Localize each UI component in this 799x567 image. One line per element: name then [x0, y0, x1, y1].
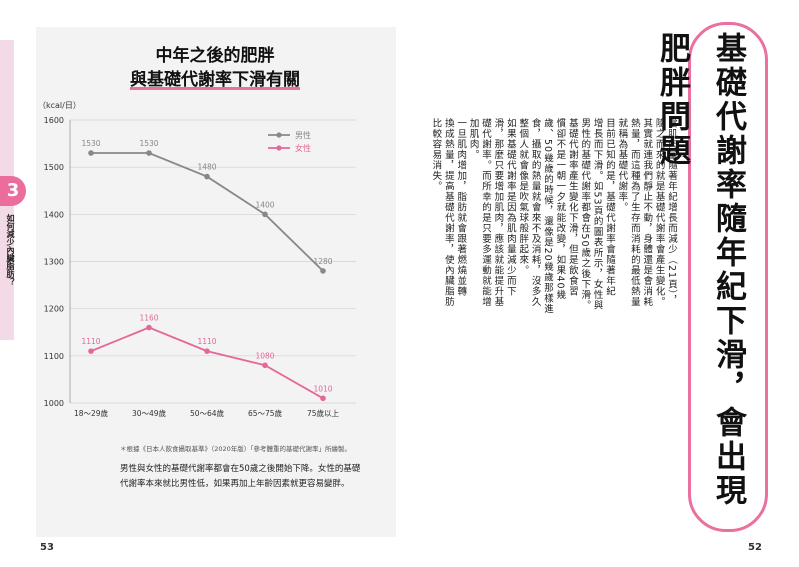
- body-text-column: 歲、50幾歲的時候，還像是20幾歲那樣進: [542, 118, 553, 315]
- y-axis-unit-label: （kcal/日）: [38, 101, 81, 110]
- body-text-column: 整個人就會像是吹氣球般胖起來。: [517, 118, 529, 276]
- data-label: 1010: [313, 384, 332, 393]
- page-number-left: 53: [40, 542, 54, 553]
- legend-label: 女性: [295, 143, 311, 153]
- chapter-number-tab[interactable]: 3: [0, 176, 26, 206]
- x-tick-label: 50～64歲: [190, 408, 225, 418]
- data-point: [88, 348, 94, 354]
- x-tick-label: 75歲以上: [307, 408, 340, 418]
- x-tick-label: 18～29歲: [74, 408, 109, 418]
- chart-panel: [36, 27, 396, 537]
- metabolism-line-chart: （kcal/日） 1000 1100 1200 1300 1400 1500 1600 18～2…: [38, 101, 356, 418]
- data-label: 1080: [255, 351, 274, 360]
- x-tick-label: 30～49歲: [132, 408, 167, 418]
- data-label: 1480: [197, 163, 216, 172]
- chart-caption: ＊根據《日本人飲食攝取基準》（2020年版）「參考體重的基礎代謝率」所繪製。: [120, 445, 352, 453]
- body-text-column: 滑，那麼只要增加肌肉，應該就能提升基: [492, 118, 504, 307]
- body-text-column: 其實就連我們靜止不動，身體還是會消耗: [641, 118, 653, 307]
- y-tick-label: 1100: [44, 352, 64, 361]
- y-tick-label: 1400: [44, 210, 64, 219]
- body-text-column: 慣卻不是一朝一夕就能改變，如果40幾: [554, 118, 566, 301]
- y-tick-label: 1600: [44, 116, 64, 125]
- data-point: [320, 395, 326, 402]
- y-tick-label: 1500: [44, 163, 64, 172]
- body-text-column: 當肌肉量隨著年紀增長而減少（21頁），: [666, 118, 677, 306]
- page-heading: 基礎代謝率隨年紀下滑，會出現肥胖問題: [654, 32, 746, 508]
- data-label: 1530: [139, 139, 158, 148]
- data-point: [88, 150, 94, 156]
- y-tick-label: 1200: [44, 305, 64, 314]
- data-label: 1160: [139, 314, 158, 323]
- body-text-column: 比較容易消失。: [430, 118, 442, 192]
- body-text-column: 目前已知的是，基礎代謝率會隨著年紀: [604, 118, 615, 297]
- data-point: [146, 150, 152, 156]
- body-text-column: 增長而下滑。如53頁的圖表所示，女性與: [591, 118, 603, 311]
- data-point: [262, 362, 268, 369]
- chart-title-line2: 與基礎代謝率下滑有關: [130, 70, 300, 90]
- heading-frame: [688, 22, 768, 532]
- page-number-right: 52: [748, 542, 762, 553]
- x-tick-label: 65～75歲: [248, 408, 283, 418]
- data-label: 1110: [197, 337, 216, 346]
- data-point: [262, 211, 268, 218]
- body-text-column: 食，攝取的熱量就會來不及消耗，沒多久: [529, 118, 541, 307]
- chapter-tab-label: 如何減少內臟脂肪？: [6, 214, 15, 286]
- body-text-column: 一旦肌肉增加，脂肪就會跟著燃燒並轉: [455, 118, 467, 297]
- chart-title-line1: 中年之後的肥胖: [155, 46, 275, 66]
- data-label: 1400: [255, 200, 274, 209]
- data-point: [320, 268, 326, 274]
- body-text-column: 加肌肉。: [467, 118, 479, 160]
- legend-swatch-dot: [276, 132, 282, 138]
- body-text-columns: 當肌肉量隨著年紀增長而減少（21頁）， 隨之而來的就是基礎代謝率會產生變化。 其實就…: [430, 118, 680, 448]
- body-text-column: 熱量，而這種為了生存而消耗的最低熱量: [628, 118, 640, 307]
- body-text-column: 基礎代謝率產生變化下滑，但是飲食習: [566, 118, 578, 297]
- body-text-column: 隨之而來的就是基礎代謝率會產生變化。: [653, 118, 665, 307]
- body-text-column: 換成熱量，提高基礎代謝率，使內臟脂肪: [442, 118, 454, 307]
- chart-summary-text: 男性與女性的基礎代謝率都會在50歲之後開始下降。女性的基礎代謝率本來就比男性低，…: [120, 464, 361, 489]
- data-label: 1110: [81, 337, 100, 346]
- data-label: 1280: [313, 257, 332, 266]
- y-tick-label: 1000: [44, 399, 64, 408]
- body-text-column: 礎代謝率。而所幸的是只要多運動就能增: [480, 118, 491, 307]
- body-text-column: 就稱為基礎代謝率。: [616, 118, 628, 213]
- y-tick-label: 1300: [44, 258, 64, 267]
- data-label: 1530: [81, 139, 100, 148]
- data-point: [204, 348, 210, 354]
- legend-label: 男性: [295, 130, 311, 140]
- body-text-column: 男性的基礎代謝率都會在50歲之後下滑。: [579, 118, 591, 311]
- chart-title: 中年之後的肥胖 與基礎代謝率下滑有關: [40, 44, 390, 92]
- data-point: [146, 324, 152, 331]
- data-point: [204, 173, 210, 180]
- body-text-column: 如果基礎代謝率是因為肌肉量減少而下: [504, 118, 516, 297]
- legend-swatch-dot: [276, 145, 282, 151]
